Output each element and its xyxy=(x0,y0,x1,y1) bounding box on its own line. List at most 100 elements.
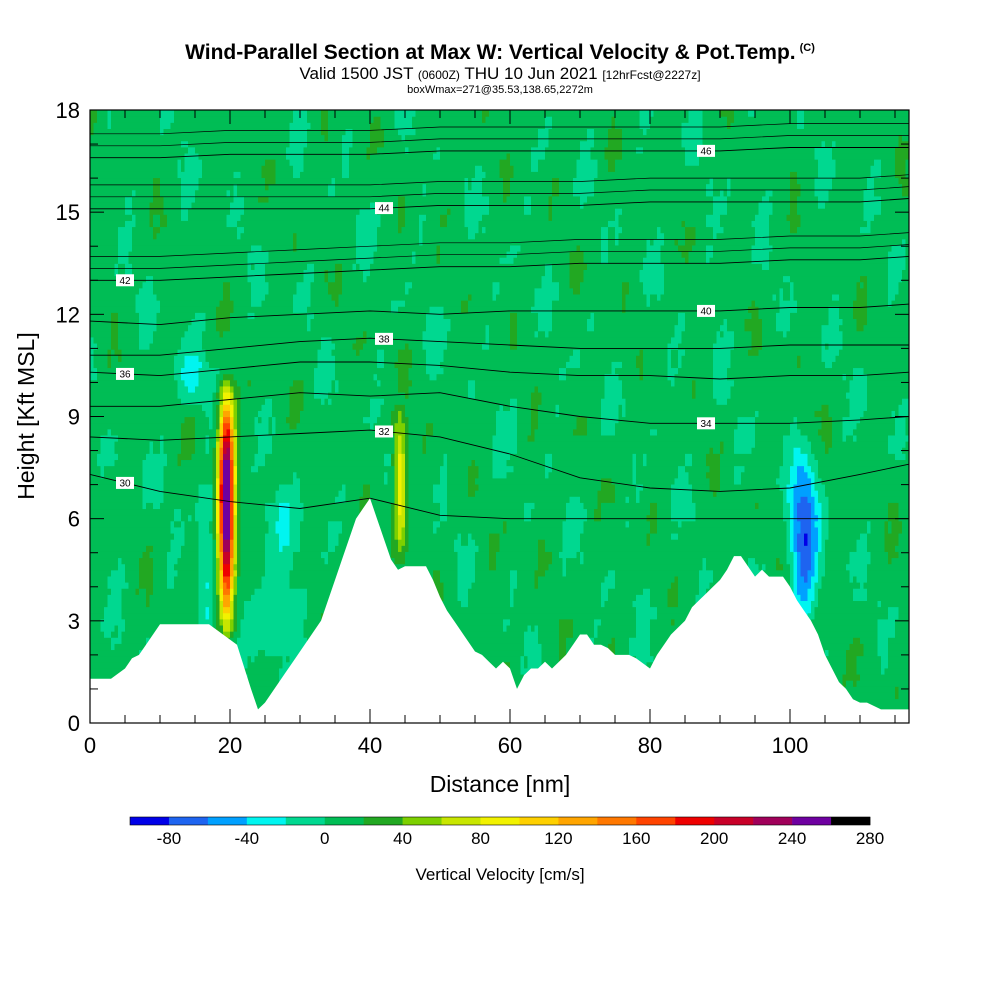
velocity-cell xyxy=(258,177,263,185)
velocity-cell xyxy=(237,220,242,228)
velocity-cell xyxy=(118,465,123,473)
velocity-cell xyxy=(226,398,231,405)
velocity-cell xyxy=(114,159,119,166)
velocity-cell xyxy=(205,293,210,301)
velocity-cell xyxy=(153,606,158,614)
velocity-cell xyxy=(202,441,207,448)
velocity-cell xyxy=(177,195,182,203)
velocity-cell xyxy=(258,661,263,669)
velocity-cell xyxy=(142,631,147,638)
velocity-cell xyxy=(97,404,102,411)
velocity-cell xyxy=(121,551,126,559)
velocity-cell xyxy=(230,306,235,313)
velocity-cell xyxy=(198,300,203,307)
velocity-cell xyxy=(125,551,130,559)
velocity-cell xyxy=(240,459,245,467)
velocity-cell xyxy=(167,342,172,350)
velocity-cell xyxy=(128,379,133,387)
velocity-cell xyxy=(135,183,140,191)
velocity-cell xyxy=(170,502,175,510)
velocity-cell xyxy=(167,208,172,215)
velocity-cell xyxy=(146,398,151,405)
velocity-cell xyxy=(132,134,137,142)
velocity-cell xyxy=(258,539,263,546)
velocity-cell xyxy=(244,416,249,424)
velocity-cell xyxy=(258,208,263,215)
velocity-cell xyxy=(135,269,140,277)
velocity-cell xyxy=(174,551,179,559)
velocity-cell xyxy=(163,422,168,430)
velocity-cell xyxy=(174,128,179,136)
velocity-cell xyxy=(167,146,172,154)
velocity-cell xyxy=(107,471,112,479)
velocity-cell xyxy=(90,539,95,546)
velocity-cell xyxy=(226,606,231,614)
velocity-cell xyxy=(258,220,263,228)
velocity-cell xyxy=(142,612,147,620)
velocity-cell xyxy=(111,447,116,454)
velocity-cell xyxy=(139,244,144,252)
velocity-cell xyxy=(142,618,147,626)
velocity-cell xyxy=(132,367,137,375)
velocity-cell xyxy=(104,269,109,277)
velocity-cell xyxy=(247,257,252,264)
velocity-cell xyxy=(223,140,228,148)
velocity-cell xyxy=(240,330,245,338)
velocity-cell xyxy=(209,612,214,620)
velocity-cell xyxy=(125,355,130,362)
velocity-cell xyxy=(230,195,235,203)
velocity-cell xyxy=(174,208,179,215)
velocity-cell xyxy=(188,208,193,215)
velocity-cell xyxy=(100,514,105,522)
velocity-cell xyxy=(142,336,147,344)
velocity-cell xyxy=(121,349,126,356)
velocity-cell xyxy=(195,195,200,203)
velocity-cell xyxy=(153,600,158,608)
velocity-cell xyxy=(191,220,196,228)
velocity-cell xyxy=(261,618,266,626)
velocity-cell xyxy=(125,110,130,117)
velocity-cell xyxy=(216,441,221,448)
velocity-cell xyxy=(125,459,130,467)
velocity-cell xyxy=(111,128,116,136)
velocity-cell xyxy=(251,667,256,675)
velocity-cell xyxy=(177,434,182,442)
velocity-cell xyxy=(258,428,263,436)
velocity-cell xyxy=(195,391,200,399)
velocity-cell xyxy=(170,618,175,626)
velocity-cell xyxy=(142,159,147,166)
velocity-cell xyxy=(219,588,224,595)
velocity-cell xyxy=(223,355,228,362)
velocity-cell xyxy=(251,300,256,307)
velocity-cell xyxy=(128,508,133,516)
velocity-cell xyxy=(184,594,189,601)
velocity-cell xyxy=(107,189,112,197)
velocity-cell xyxy=(216,514,221,522)
velocity-cell xyxy=(118,508,123,516)
velocity-cell xyxy=(160,404,165,411)
velocity-cell xyxy=(139,545,144,552)
velocity-cell xyxy=(202,385,207,393)
velocity-cell xyxy=(188,201,193,209)
velocity-cell xyxy=(177,588,182,595)
velocity-cell xyxy=(205,588,210,595)
velocity-cell xyxy=(233,404,238,411)
velocity-cell xyxy=(132,195,137,203)
velocity-cell xyxy=(125,569,130,577)
velocity-cell xyxy=(104,545,109,552)
velocity-cell xyxy=(90,385,95,393)
velocity-cell xyxy=(219,594,224,601)
velocity-cell xyxy=(142,330,147,338)
velocity-cell xyxy=(167,410,172,418)
velocity-cell xyxy=(121,330,126,338)
velocity-cell xyxy=(139,306,144,313)
velocity-cell xyxy=(174,416,179,424)
velocity-cell xyxy=(184,606,189,614)
velocity-cell xyxy=(170,385,175,393)
velocity-cell xyxy=(216,422,221,430)
velocity-cell xyxy=(167,502,172,510)
velocity-cell xyxy=(223,220,228,228)
velocity-cell xyxy=(174,588,179,595)
velocity-cell xyxy=(205,220,210,228)
velocity-cell xyxy=(223,152,228,160)
